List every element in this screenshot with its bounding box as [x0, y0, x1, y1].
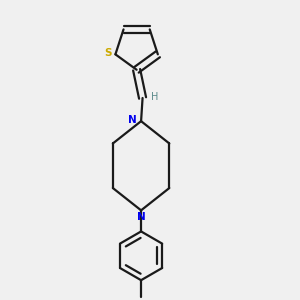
Text: H: H	[151, 92, 158, 101]
Text: S: S	[104, 48, 112, 58]
Text: N: N	[128, 115, 137, 125]
Text: N: N	[137, 212, 146, 222]
